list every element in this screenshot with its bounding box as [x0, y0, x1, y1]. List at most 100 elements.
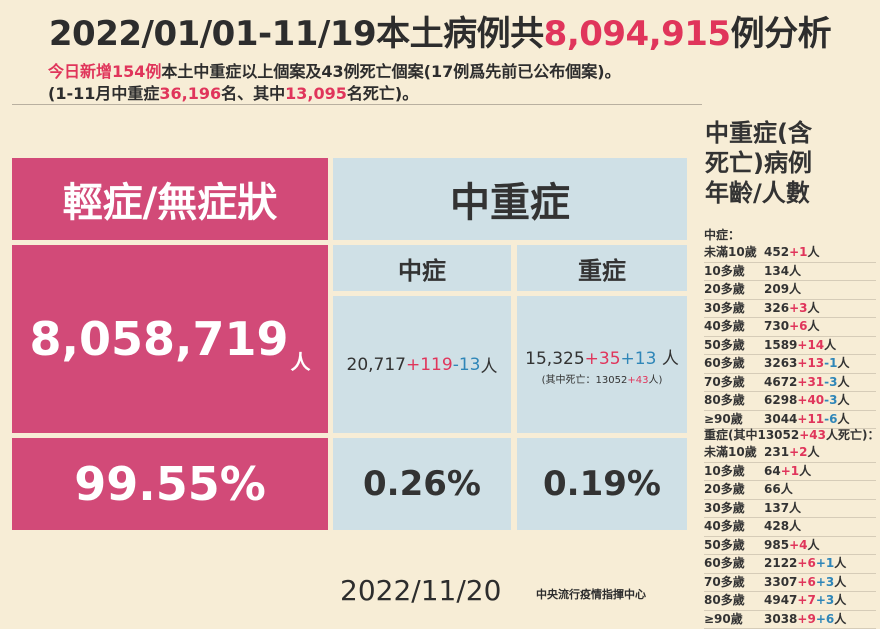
age-label: 60多歲 — [704, 555, 764, 573]
moderate-list-header: 中症： — [704, 226, 876, 243]
age-adjust: +3 — [816, 593, 834, 607]
age-label: 30多歲 — [704, 300, 764, 318]
age-label: 30多歲 — [704, 500, 764, 518]
report-date: 2022/11/20 — [340, 574, 501, 607]
critical-percent: 0.19% — [517, 438, 687, 530]
age-count: 326 — [764, 301, 789, 315]
age-adjust: -3 — [824, 393, 837, 407]
mild-unit: 人 — [291, 346, 311, 375]
header-divider — [12, 104, 702, 105]
age-adjust: -6 — [824, 412, 837, 426]
moderate-unit: 人 — [480, 352, 497, 377]
subtitle2-part3: 名死亡)。 — [347, 84, 418, 103]
age-count: 730 — [764, 319, 789, 333]
age-increase: +11 — [797, 412, 824, 426]
critical-list-header-red: +43 — [799, 428, 826, 442]
age-increase: +9 — [797, 612, 815, 626]
age-count: 3038 — [764, 612, 797, 626]
age-increase: +1 — [781, 464, 799, 478]
age-count: 3307 — [764, 575, 797, 589]
age-label: 未滿10歲 — [704, 244, 764, 262]
age-count: 428人 — [764, 519, 801, 533]
age-label: 80多歲 — [704, 392, 764, 410]
moderate-percent: 0.26% — [333, 438, 511, 530]
mild-count: 8,058,719 — [30, 312, 289, 366]
critical-list-header-prefix: 重症(其中13052 — [704, 428, 799, 442]
moderate-base: 20,717 — [347, 355, 406, 375]
age-unit: 人 — [838, 393, 850, 407]
age-panel-title-line: 中重症(含 — [705, 118, 875, 148]
issuer-name: 中央流行疫情指揮中心 — [536, 586, 646, 602]
age-increase: +6 — [797, 556, 815, 570]
age-unit: 人 — [834, 575, 846, 589]
age-increase: +6 — [797, 575, 815, 589]
age-unit: 人 — [807, 538, 819, 552]
title-total: 8,094,915 — [544, 14, 731, 54]
age-increase: +3 — [789, 301, 807, 315]
age-count: 6298 — [764, 393, 797, 407]
age-label: 60多歲 — [704, 355, 764, 373]
age-count: 4947 — [764, 593, 797, 607]
age-count: 4672 — [764, 375, 797, 389]
mild-header: 輕症/無症狀 — [12, 158, 328, 240]
age-label: 70多歲 — [704, 374, 764, 392]
age-label: 20多歲 — [704, 281, 764, 299]
critical-deaths: (其中死亡：13052+43人) — [542, 371, 663, 386]
moderate-plus: +119 — [406, 355, 453, 375]
moderate-minus: -13 — [453, 355, 481, 375]
age-count: 137人 — [764, 501, 801, 515]
age-panel-title: 中重症(含 死亡)病例 年齡/人數 — [705, 118, 875, 208]
age-unit: 人 — [838, 375, 850, 389]
subtitle2-part1: (1-11月中重症 — [48, 84, 159, 103]
age-count: 452 — [764, 245, 789, 259]
age-increase: +2 — [789, 445, 807, 459]
age-label: 40多歲 — [704, 518, 764, 536]
age-count: 231 — [764, 445, 789, 459]
page-title: 2022/01/01-11/19本土病例共8,094,915例分析 — [0, 6, 880, 55]
age-adjust: -3 — [824, 375, 837, 389]
critical-plus2: +13 — [621, 349, 657, 369]
age-unit: 人 — [807, 445, 819, 459]
death-total: 13,095 — [285, 84, 347, 103]
age-unit: 人 — [799, 464, 811, 478]
age-increase: +14 — [797, 338, 824, 352]
age-label: 80多歲 — [704, 592, 764, 610]
critical-death-suffix: 人) — [648, 375, 662, 386]
age-increase: +4 — [789, 538, 807, 552]
age-increase: +6 — [789, 319, 807, 333]
critical-count-cell: 15,325+35+13 人 (其中死亡：13052+43人) — [517, 296, 687, 433]
age-increase: +31 — [797, 375, 824, 389]
age-unit: 人 — [834, 593, 846, 607]
critical-count: 15,325+35+13 人 — [525, 344, 679, 369]
age-count: 209人 — [764, 282, 801, 296]
critical-plus: +35 — [585, 349, 621, 369]
critical-list-header: 重症(其中13052+43人死亡)： — [704, 426, 876, 443]
age-unit: 人 — [807, 245, 819, 259]
subtitle-line-1: 今日新增154例本土中重症以上個案及43例死亡個案(17例爲先前已公布個案)。 — [48, 58, 621, 82]
age-label: 未滿10歲 — [704, 444, 764, 462]
age-adjust: +6 — [816, 612, 834, 626]
age-count: 3044 — [764, 412, 797, 426]
age-increase: +7 — [797, 593, 815, 607]
age-label: 40多歲 — [704, 318, 764, 336]
new-cases-text: 今日新增154例 — [48, 62, 161, 81]
age-label: 20多歲 — [704, 481, 764, 499]
severe-total: 36,196 — [159, 84, 221, 103]
age-unit: 人 — [834, 556, 846, 570]
